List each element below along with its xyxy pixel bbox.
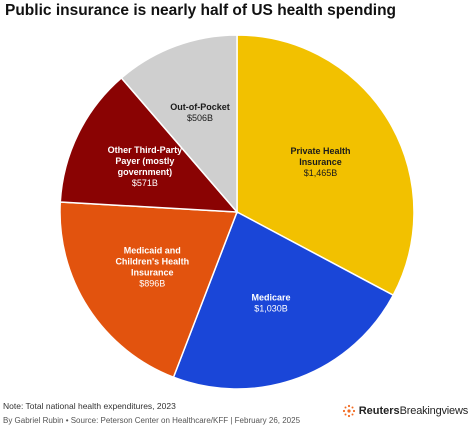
slice-name-line: Private Health	[290, 146, 350, 156]
slice-name-line: Other Third-Party	[108, 145, 183, 155]
slice-name-line: Payer (mostly	[115, 156, 174, 166]
pie-slice-1	[172, 210, 395, 390]
slice-value: $896B	[139, 278, 165, 288]
slice-name-line: Medicare	[252, 293, 291, 303]
pie-slice-4	[120, 34, 238, 215]
slice-label-2: Medicaid and Children's Health Insurance $8…	[115, 245, 189, 288]
slice-value: $1,465B	[304, 168, 338, 178]
slice-name-line: Insurance	[299, 157, 342, 167]
slice-name-line: Out-of-Pocket	[170, 102, 230, 112]
slice-value: $1,030B	[254, 304, 288, 314]
slice-name-line: government)	[118, 167, 173, 177]
reuters-dot-logo-icon	[342, 404, 355, 418]
slice-label-3: Other Third-Party Payer (mostly government…	[108, 145, 183, 188]
brand-name-bold: Reuters	[358, 405, 400, 417]
brand-name-regular: Breakingviews	[399, 405, 469, 417]
slice-name-line: Medicaid and	[124, 245, 181, 255]
footnote: Note: Total national health expenditures…	[3, 401, 176, 411]
pie-slice-2	[59, 201, 239, 379]
chart-title: Public insurance is nearly half of US he…	[5, 2, 397, 19]
slice-name-line: Children's Health	[115, 256, 189, 266]
pie-slice-3	[59, 76, 239, 213]
slice-label-1: Medicare $1,030B	[252, 293, 291, 314]
byline: By Gabriel Rubin • Source: Peterson Cent…	[3, 416, 301, 425]
pie-slice-0	[236, 34, 415, 297]
slice-name-line: Insurance	[131, 267, 174, 277]
slice-label-0: Private Health Insurance $1,465B	[290, 146, 350, 178]
slice-value: $571B	[132, 178, 158, 188]
slice-label-4: Out-of-Pocket $506B	[170, 102, 230, 123]
brand-logo: Reuters Breakingviews	[342, 404, 468, 418]
slice-value: $506B	[187, 113, 213, 123]
